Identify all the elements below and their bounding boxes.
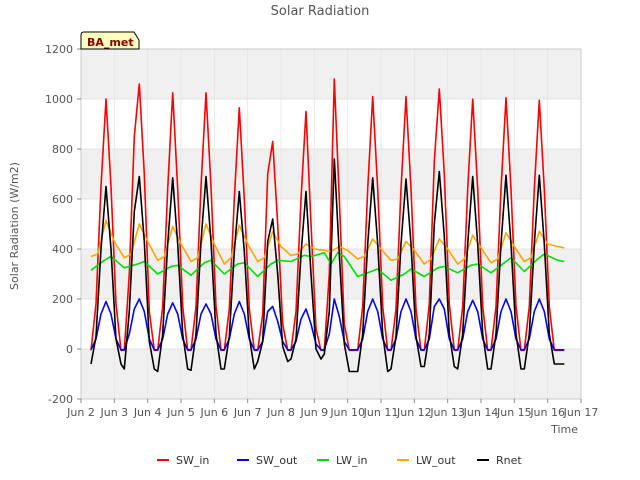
y-tick-label: 600 xyxy=(52,193,73,206)
series-lines xyxy=(90,78,565,373)
legend-label: LW_out xyxy=(416,454,456,467)
chart-title: Solar Radiation xyxy=(271,4,370,19)
series-line-sw-out xyxy=(90,298,565,351)
x-tick-label: Jun 2 xyxy=(66,406,95,419)
x-tick-label: Jun 13 xyxy=(429,406,465,419)
x-tick-label: Jun 16 xyxy=(529,406,565,419)
x-tick-label: Jun 10 xyxy=(329,406,365,419)
series-line-sw-in xyxy=(90,78,565,352)
y-tick-label: 800 xyxy=(52,143,73,156)
y-tick-label: 400 xyxy=(52,243,73,256)
x-tick-label: Jun 9 xyxy=(299,406,328,419)
legend-label: Rnet xyxy=(496,454,522,467)
y-tick-label: 1000 xyxy=(45,93,73,106)
legend-label: SW_out xyxy=(256,454,298,467)
site-label-badge: BA_met xyxy=(80,31,140,50)
x-tick-label: Jun 4 xyxy=(133,406,162,419)
y-tick-label: -200 xyxy=(48,393,73,406)
site-label: BA_met xyxy=(87,36,134,49)
x-tick-label: Jun 5 xyxy=(166,406,195,419)
legend-label: LW_in xyxy=(336,454,368,467)
y-axis: -200 0 200 400 600 800 1000 1200 xyxy=(45,43,81,406)
x-axis-label: Time xyxy=(550,423,578,436)
x-tick-label: Jun 15 xyxy=(496,406,532,419)
y-axis-label: Solar Radiation (W/m2) xyxy=(8,162,21,290)
background-bands xyxy=(81,49,581,399)
y-tick-label: 0 xyxy=(66,343,73,356)
legend-label: SW_in xyxy=(176,454,209,467)
x-tick-label: Jun 8 xyxy=(266,406,295,419)
x-tick-label: Jun 17 xyxy=(563,406,599,419)
y-tick-label: 200 xyxy=(52,293,73,306)
background-band xyxy=(81,49,581,99)
x-tick-label: Jun 12 xyxy=(396,406,432,419)
x-tick-label: Jun 3 xyxy=(99,406,128,419)
x-tick-label: Jun 7 xyxy=(233,406,262,419)
series-line-rnet xyxy=(90,158,565,373)
x-tick-label: Jun 11 xyxy=(363,406,399,419)
background-band xyxy=(81,349,581,399)
plot-border xyxy=(80,48,582,400)
y-tick-label: 1200 xyxy=(45,43,73,56)
x-tick-label: Jun 14 xyxy=(463,406,499,419)
legend: SW_in SW_out LW_in LW_out Rnet xyxy=(157,454,522,467)
x-axis: Jun 2 Jun 3 Jun 4 Jun 5 Jun 6 Jun 7 Jun 8 Jun 9… xyxy=(66,399,598,419)
x-tick-label: Jun 6 xyxy=(199,406,228,419)
